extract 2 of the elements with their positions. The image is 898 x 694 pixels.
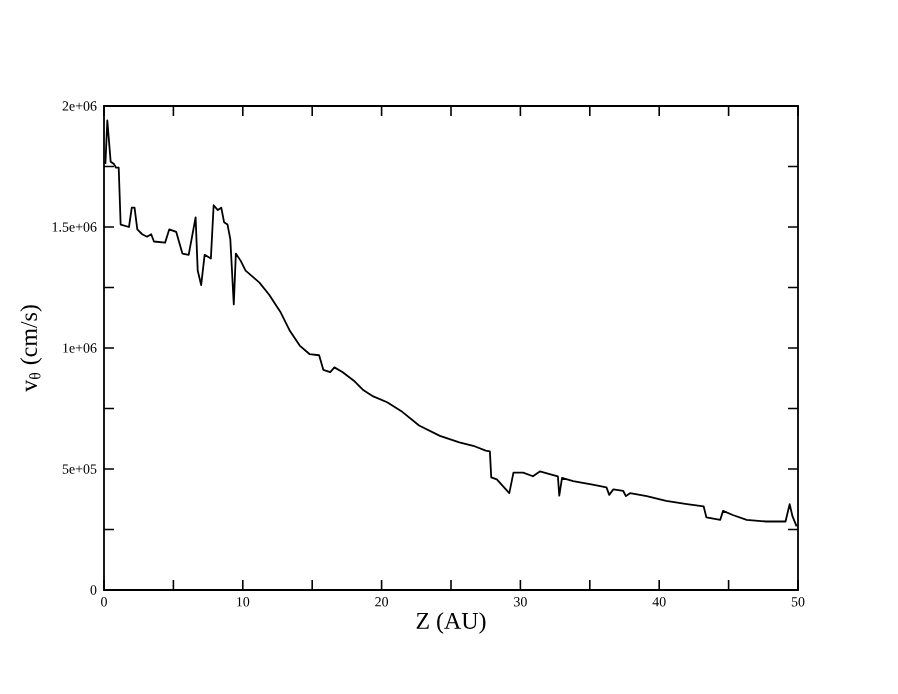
x-axis-title: Z (AU)	[416, 612, 486, 634]
y-axis-title: v$_{θ}$ (cm/s)	[20, 305, 42, 392]
